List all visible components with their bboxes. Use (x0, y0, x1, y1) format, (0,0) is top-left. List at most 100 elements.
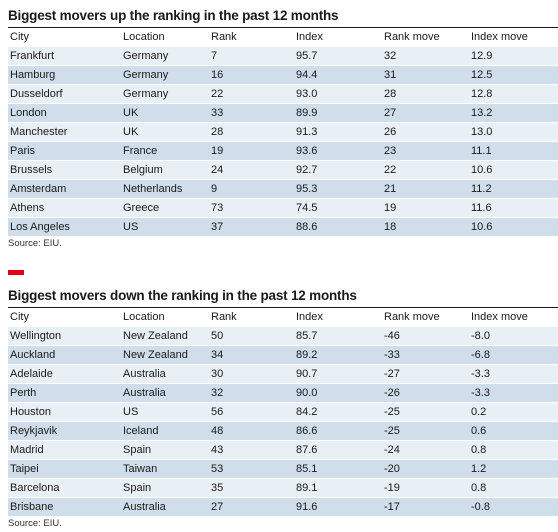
cell-rank-move: -17 (384, 501, 400, 513)
cell-city: Athens (10, 202, 45, 214)
cell-rank: 50 (211, 330, 224, 342)
table-row: Manchester UK 28 91.3 26 13.0 (8, 122, 558, 141)
cell-rank: 34 (211, 349, 224, 361)
cell-rank-move: -20 (384, 463, 400, 475)
cell-rank: 7 (211, 50, 218, 62)
cell-rank-move: 27 (384, 107, 397, 119)
cell-rank: 19 (211, 145, 224, 157)
table-header: City Location Rank Index Rank move Index… (8, 28, 558, 46)
cell-rank: 33 (211, 107, 224, 119)
cell-city: Paris (10, 145, 36, 157)
accent-bar (8, 270, 24, 275)
cell-index-move: 0.2 (471, 406, 487, 418)
cell-rank-move: -19 (384, 482, 400, 494)
cell-index: 95.3 (296, 183, 318, 195)
cell-rank-move: 28 (384, 88, 397, 100)
table-row: Auckland New Zealand 34 89.2 -33 -6.8 (8, 345, 558, 364)
table-row: Adelaide Australia 30 90.7 -27 -3.3 (8, 364, 558, 383)
cell-rank-move: 23 (384, 145, 397, 157)
cell-index-move: -6.8 (471, 349, 490, 361)
cell-rank: 43 (211, 444, 224, 456)
table-row: Dusseldorf Germany 22 93.0 28 12.8 (8, 84, 558, 103)
cell-city: Frankfurt (10, 50, 55, 62)
table-row: Perth Australia 32 90.0 -26 -3.3 (8, 383, 558, 402)
cell-location: US (123, 221, 139, 233)
cell-index-move: 0.8 (471, 444, 487, 456)
header-location: Location (123, 311, 165, 323)
cell-index-move: -0.8 (471, 501, 490, 513)
cell-index: 90.7 (296, 368, 318, 380)
cell-city: Taipei (10, 463, 39, 475)
cell-index-move: 11.2 (471, 183, 492, 195)
cell-index: 92.7 (296, 164, 318, 176)
header-rank: Rank (211, 311, 237, 323)
cell-index: 89.9 (296, 107, 318, 119)
table-body: Frankfurt Germany 7 95.7 32 12.9 Hamburg German… (8, 46, 558, 236)
cell-index: 89.1 (296, 482, 318, 494)
cell-rank: 73 (211, 202, 224, 214)
cell-location: US (123, 406, 139, 418)
cell-index: 88.6 (296, 221, 318, 233)
cell-rank: 24 (211, 164, 224, 176)
header-index-move: Index move (471, 31, 528, 43)
cell-index-move: 12.9 (471, 50, 493, 62)
table-row: Barcelona Spain 35 89.1 -19 0.8 (8, 478, 558, 497)
cell-index-move: 12.5 (471, 69, 493, 81)
table-row: Wellington New Zealand 50 85.7 -46 -8.0 (8, 326, 558, 345)
cell-rank-move: 19 (384, 202, 397, 214)
cell-city: Brussels (10, 164, 53, 176)
cell-city: Manchester (10, 126, 68, 138)
cell-rank-move: 32 (384, 50, 397, 62)
header-city: City (10, 31, 29, 43)
movers-down-title: Biggest movers down the ranking in the p… (8, 285, 558, 308)
cell-city: Wellington (10, 330, 62, 342)
cell-index-move: 10.6 (471, 221, 493, 233)
cell-index: 91.3 (296, 126, 318, 138)
table-row: Athens Greece 73 74.5 19 11.6 (8, 198, 558, 217)
table-row: Madrid Spain 43 87.6 -24 0.8 (8, 440, 558, 459)
cell-index-move: 0.6 (471, 425, 487, 437)
cell-rank-move: -25 (384, 406, 400, 418)
cell-rank: 56 (211, 406, 224, 418)
cell-city: Brisbane (10, 501, 54, 513)
cell-index: 74.5 (296, 202, 318, 214)
table-row: Amsterdam Netherlands 9 95.3 21 11.2 (8, 179, 558, 198)
cell-index-move: 13.2 (471, 107, 493, 119)
table-row: Houston US 56 84.2 -25 0.2 (8, 402, 558, 421)
cell-rank: 35 (211, 482, 224, 494)
cell-location: UK (123, 126, 139, 138)
header-rank-move: Rank move (384, 311, 440, 323)
cell-rank-move: 31 (384, 69, 397, 81)
cell-city: London (10, 107, 47, 119)
table-row: Taipei Taiwan 53 85.1 -20 1.2 (8, 459, 558, 478)
movers-up-table: Biggest movers up the ranking in the pas… (8, 5, 558, 252)
header-location: Location (123, 31, 165, 43)
movers-down-table: Biggest movers down the ranking in the p… (8, 285, 558, 532)
cell-rank: 53 (211, 463, 224, 475)
cell-location: France (123, 145, 158, 157)
cell-location: Germany (123, 88, 169, 100)
header-index: Index (296, 31, 323, 43)
cell-rank-move: 21 (384, 183, 397, 195)
cell-index-move: 0.8 (471, 482, 487, 494)
cell-location: Australia (123, 501, 166, 513)
cell-rank: 32 (211, 387, 224, 399)
cell-rank: 16 (211, 69, 224, 81)
table-row: Brisbane Australia 27 91.6 -17 -0.8 (8, 497, 558, 516)
movers-up-title: Biggest movers up the ranking in the pas… (8, 5, 558, 28)
cell-city: Houston (10, 406, 51, 418)
cell-location: New Zealand (123, 330, 188, 342)
header-rank-move: Rank move (384, 31, 440, 43)
cell-index: 93.6 (296, 145, 318, 157)
cell-index: 95.7 (296, 50, 318, 62)
header-city: City (10, 311, 29, 323)
cell-location: New Zealand (123, 349, 188, 361)
cell-city: Perth (10, 387, 37, 399)
table-row: Paris France 19 93.6 23 11.1 (8, 141, 558, 160)
cell-city: Madrid (10, 444, 44, 456)
cell-location: Spain (123, 444, 152, 456)
cell-index-move: 12.8 (471, 88, 493, 100)
cell-location: Australia (123, 387, 166, 399)
cell-index-move: -3.3 (471, 387, 490, 399)
cell-index: 85.1 (296, 463, 318, 475)
